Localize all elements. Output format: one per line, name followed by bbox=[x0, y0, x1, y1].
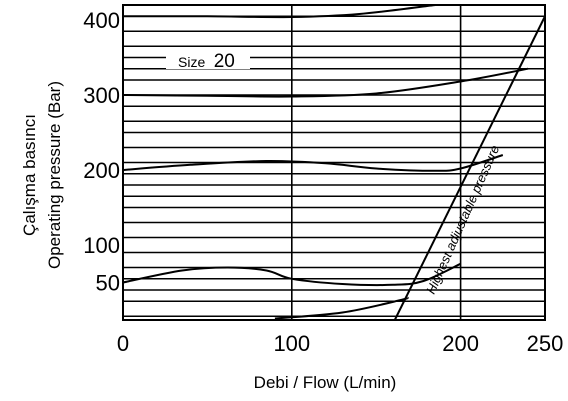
y-axis-title-line-2: Operating pressure (Bar) bbox=[45, 81, 64, 269]
limit-line-label: Highest adjustable pressure bbox=[423, 143, 502, 296]
x-tick-label: 0 bbox=[117, 331, 129, 356]
curves-layer bbox=[122, 4, 546, 321]
pressure-curve-3 bbox=[122, 154, 504, 172]
size-label-background bbox=[166, 47, 250, 69]
ticks-layer: 0 100 200 250 50 100 200 300 400 bbox=[83, 8, 563, 356]
highest-adjustable-pressure-line bbox=[393, 15, 546, 321]
size-label-value: 20 bbox=[214, 51, 235, 72]
pressure-curve-4 bbox=[122, 262, 462, 287]
y-tick-label: 100 bbox=[83, 233, 120, 258]
y-tick-label: 400 bbox=[83, 8, 120, 33]
plot-frame bbox=[122, 4, 546, 321]
x-tick-label: 200 bbox=[442, 331, 479, 356]
x-axis-title: Debi / Flow (L/min) bbox=[254, 373, 397, 392]
size-label: Size 20 bbox=[178, 51, 235, 72]
x-tick-label: 100 bbox=[273, 331, 310, 356]
pressure-curve-1 bbox=[122, 4, 436, 19]
y-tick-label: 50 bbox=[96, 271, 120, 296]
y-tick-label: 200 bbox=[83, 158, 120, 183]
pressure-curve-5 bbox=[274, 296, 409, 320]
y-tick-label: 300 bbox=[83, 83, 120, 108]
x-tick-label: 250 bbox=[527, 331, 564, 356]
pressure-curve-2 bbox=[122, 67, 529, 98]
y-axis-title-line-1: Çalışma basıncı bbox=[20, 114, 39, 236]
size-label-prefix: Size bbox=[178, 54, 205, 70]
